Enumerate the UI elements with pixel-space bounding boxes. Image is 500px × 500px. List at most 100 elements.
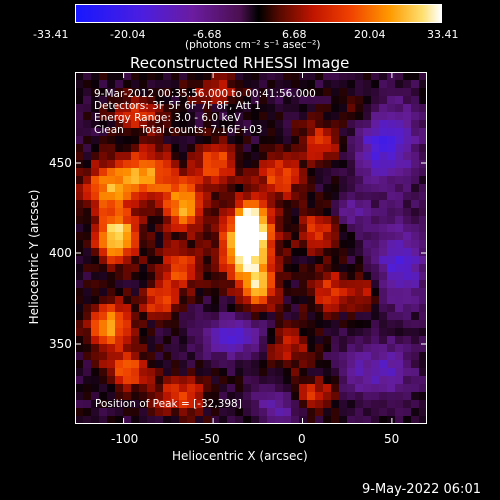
image-pixel xyxy=(411,408,420,417)
image-pixel xyxy=(355,184,364,193)
image-pixel xyxy=(419,88,427,97)
image-pixel xyxy=(371,368,380,377)
image-pixel xyxy=(155,368,164,377)
image-pixel xyxy=(123,232,132,241)
image-pixel xyxy=(115,104,124,113)
image-pixel xyxy=(219,224,228,233)
image-pixel xyxy=(123,240,132,249)
image-pixel xyxy=(299,224,308,233)
image-pixel xyxy=(227,344,236,353)
image-pixel xyxy=(139,256,148,265)
image-pixel xyxy=(187,88,196,97)
image-pixel xyxy=(75,312,84,321)
image-pixel xyxy=(347,200,356,209)
image-pixel xyxy=(323,312,332,321)
image-pixel xyxy=(323,128,332,137)
image-pixel xyxy=(355,264,364,273)
image-pixel xyxy=(179,272,188,281)
image-pixel xyxy=(419,176,427,185)
image-pixel xyxy=(339,128,348,137)
image-pixel xyxy=(115,384,124,393)
image-pixel xyxy=(203,320,212,329)
image-pixel xyxy=(267,352,276,361)
image-pixel xyxy=(75,400,84,409)
image-pixel xyxy=(251,408,260,417)
image-pixel xyxy=(283,232,292,241)
image-pixel xyxy=(227,368,236,377)
image-pixel xyxy=(291,416,300,424)
image-pixel xyxy=(83,120,92,129)
image-pixel xyxy=(411,416,420,424)
image-pixel xyxy=(163,280,172,289)
colorbar-tick: -6.68 xyxy=(193,28,222,41)
image-pixel xyxy=(219,344,228,353)
image-pixel xyxy=(203,264,212,273)
image-pixel xyxy=(267,208,276,217)
image-pixel xyxy=(219,168,228,177)
image-pixel xyxy=(251,80,260,89)
image-pixel xyxy=(107,104,116,113)
image-pixel xyxy=(419,120,427,129)
image-pixel xyxy=(411,168,420,177)
image-pixel xyxy=(115,408,124,417)
image-pixel xyxy=(251,384,260,393)
image-pixel xyxy=(307,160,316,169)
image-pixel xyxy=(259,392,268,401)
image-pixel xyxy=(339,360,348,369)
image-pixel xyxy=(75,264,84,273)
image-pixel xyxy=(99,88,108,97)
image-pixel xyxy=(363,208,372,217)
image-pixel xyxy=(243,344,252,353)
image-pixel xyxy=(387,232,396,241)
image-pixel xyxy=(251,88,260,97)
image-pixel xyxy=(371,152,380,161)
image-pixel xyxy=(315,296,324,305)
image-pixel xyxy=(331,168,340,177)
image-pixel xyxy=(419,408,427,417)
image-pixel xyxy=(411,152,420,161)
image-pixel xyxy=(411,400,420,409)
image-pixel xyxy=(243,264,252,273)
image-pixel xyxy=(395,112,404,121)
image-pixel xyxy=(339,376,348,385)
image-pixel xyxy=(387,320,396,329)
image-pixel xyxy=(395,344,404,353)
image-pixel xyxy=(91,416,100,424)
image-pixel xyxy=(179,264,188,273)
image-pixel xyxy=(251,376,260,385)
image-pixel xyxy=(323,328,332,337)
image-pixel xyxy=(299,176,308,185)
image-pixel xyxy=(155,104,164,113)
image-pixel xyxy=(267,344,276,353)
image-pixel xyxy=(83,408,92,417)
image-pixel xyxy=(331,376,340,385)
image-pixel xyxy=(155,296,164,305)
image-pixel xyxy=(419,136,427,145)
plot-frame xyxy=(75,72,427,424)
image-pixel xyxy=(91,264,100,273)
image-pixel xyxy=(115,304,124,313)
image-pixel xyxy=(203,280,212,289)
image-pixel xyxy=(155,360,164,369)
image-pixel xyxy=(107,264,116,273)
image-pixel xyxy=(307,360,316,369)
image-pixel xyxy=(123,216,132,225)
image-pixel xyxy=(107,232,116,241)
image-pixel xyxy=(339,312,348,321)
image-pixel xyxy=(123,280,132,289)
image-pixel xyxy=(75,240,84,249)
image-pixel xyxy=(75,360,84,369)
image-pixel xyxy=(275,384,284,393)
image-pixel xyxy=(347,376,356,385)
image-pixel xyxy=(203,368,212,377)
image-pixel xyxy=(299,416,308,424)
image-pixel xyxy=(91,288,100,297)
image-pixel xyxy=(179,192,188,201)
image-pixel xyxy=(195,184,204,193)
image-pixel xyxy=(219,312,228,321)
image-pixel xyxy=(307,320,316,329)
image-pixel xyxy=(267,368,276,377)
image-pixel xyxy=(323,136,332,145)
image-pixel xyxy=(315,200,324,209)
image-pixel xyxy=(211,416,220,424)
